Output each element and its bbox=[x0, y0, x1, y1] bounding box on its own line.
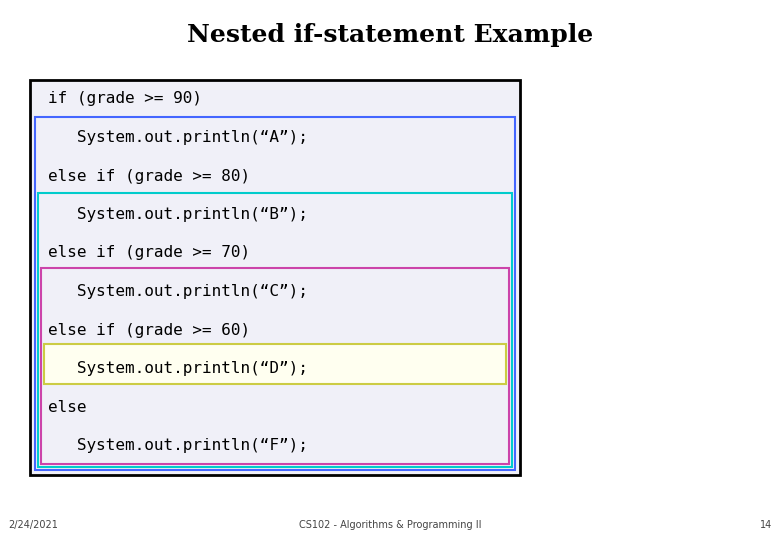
Text: else: else bbox=[48, 400, 87, 415]
Text: else if (grade >= 70): else if (grade >= 70) bbox=[48, 246, 250, 260]
Text: 2/24/2021: 2/24/2021 bbox=[8, 520, 58, 530]
Text: CS102 - Algorithms & Programming II: CS102 - Algorithms & Programming II bbox=[299, 520, 481, 530]
Text: 14: 14 bbox=[760, 520, 772, 530]
Text: System.out.println(“C”);: System.out.println(“C”); bbox=[48, 284, 308, 299]
Text: else if (grade >= 80): else if (grade >= 80) bbox=[48, 168, 250, 184]
Bar bbox=[44, 344, 506, 384]
Text: System.out.println(“A”);: System.out.println(“A”); bbox=[48, 130, 308, 145]
Bar bbox=[30, 80, 520, 475]
Text: else if (grade >= 60): else if (grade >= 60) bbox=[48, 322, 250, 338]
Bar bbox=[41, 268, 509, 464]
Text: System.out.println(“F”);: System.out.println(“F”); bbox=[48, 438, 308, 453]
Text: if (grade >= 90): if (grade >= 90) bbox=[48, 91, 202, 106]
Text: Nested if-statement Example: Nested if-statement Example bbox=[187, 23, 593, 47]
Bar bbox=[35, 117, 515, 470]
Bar bbox=[38, 193, 512, 467]
Text: System.out.println(“D”);: System.out.println(“D”); bbox=[48, 361, 308, 376]
Text: System.out.println(“B”);: System.out.println(“B”); bbox=[48, 207, 308, 222]
